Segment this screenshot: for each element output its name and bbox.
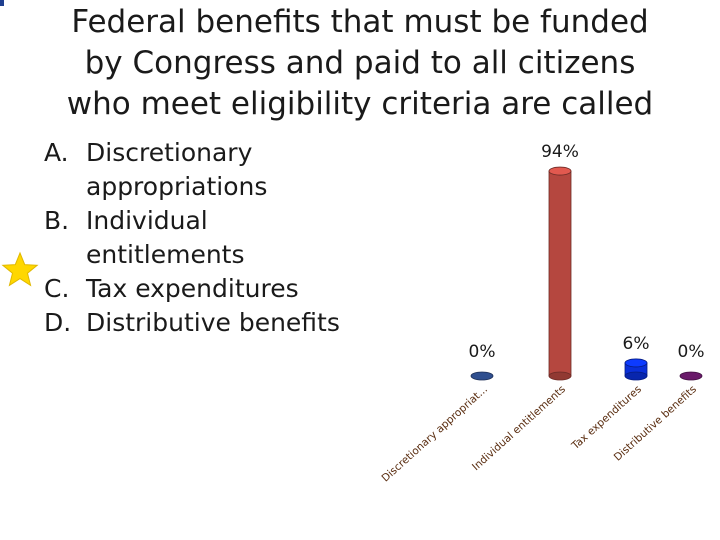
option-letter: C. <box>44 274 70 303</box>
answer-options: A. Discretionary appropriations B. Indiv… <box>44 136 364 340</box>
option-text: Tax expenditures <box>86 272 299 306</box>
option-text-line: Tax expenditures <box>86 274 299 303</box>
bar-base <box>624 371 648 381</box>
star-icon <box>1 251 39 287</box>
option-text-line: entitlements <box>86 240 245 269</box>
response-bar-chart: 0%Discretionary appropriat...94%Individu… <box>379 142 705 484</box>
option-letter: A. <box>44 138 69 167</box>
option-text-line: Individual <box>86 206 208 235</box>
title-line: Federal benefits that must be funded <box>71 4 649 40</box>
data-label: 94% <box>541 142 579 162</box>
title-line: who meet eligibility criteria are called <box>66 86 654 122</box>
title-line: by Congress and paid to all citizens <box>84 45 636 81</box>
option-text-line: Distributive benefits <box>86 308 340 337</box>
bar <box>548 170 572 377</box>
option-c[interactable]: C. Tax expenditures <box>44 272 364 306</box>
option-letter: D. <box>44 308 72 337</box>
option-text-line: Discretionary <box>86 138 253 167</box>
option-b[interactable]: B. Individual entitlements <box>44 204 364 272</box>
option-text: Distributive benefits <box>86 306 340 340</box>
option-text: Individual entitlements <box>86 204 245 272</box>
bar-top <box>548 166 572 176</box>
question-title: Federal benefits that must be funded by … <box>0 2 720 125</box>
bar-zero-disc <box>470 371 494 381</box>
bar-top <box>624 358 648 368</box>
option-text-line: appropriations <box>86 172 268 201</box>
option-letter: B. <box>44 206 70 235</box>
corner-mark <box>0 0 4 6</box>
bar-base <box>548 371 572 381</box>
option-text: Discretionary appropriations <box>86 136 267 204</box>
option-d[interactable]: D. Distributive benefits <box>44 306 364 340</box>
data-label: 0% <box>678 342 705 362</box>
option-a[interactable]: A. Discretionary appropriations <box>44 136 364 204</box>
bar-zero-disc <box>679 371 703 381</box>
data-label: 6% <box>623 334 650 354</box>
data-label: 0% <box>469 342 496 362</box>
